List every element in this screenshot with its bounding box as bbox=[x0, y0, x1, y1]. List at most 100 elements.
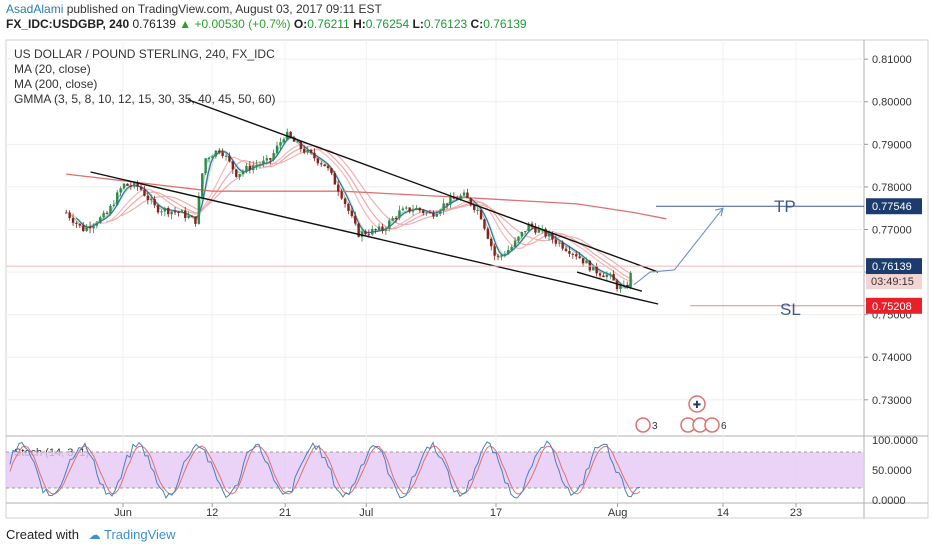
legend-gmma: GMMA (3, 5, 8, 10, 12, 15, 30, 35, 40, 4… bbox=[14, 92, 276, 106]
candle-body bbox=[442, 203, 445, 211]
candle-body bbox=[330, 168, 333, 174]
candle-body bbox=[177, 211, 180, 213]
candle-body bbox=[510, 246, 513, 250]
candle-body bbox=[235, 169, 238, 177]
candle-body bbox=[619, 285, 622, 290]
event-markers[interactable]: 3666✚ bbox=[635, 395, 727, 433]
author-link[interactable]: AsadAlami bbox=[6, 2, 64, 16]
candle-body bbox=[391, 217, 394, 221]
candle-body bbox=[598, 273, 602, 276]
candle-body bbox=[588, 260, 592, 271]
time-axis: Jun 12 21 Jul 17 Aug 14 23 bbox=[114, 503, 802, 519]
candle-body bbox=[401, 208, 405, 211]
candle-body bbox=[496, 255, 500, 257]
candle-body bbox=[150, 199, 153, 201]
legend-title: US DOLLAR / POUND STERLING, 240, FX_IDC bbox=[14, 47, 275, 61]
candle-body bbox=[534, 227, 537, 233]
candle-body bbox=[245, 165, 248, 172]
candle-body bbox=[605, 274, 609, 278]
candle-body bbox=[398, 210, 401, 218]
candle-body bbox=[173, 211, 177, 213]
candle-body bbox=[388, 220, 391, 229]
candle-body bbox=[360, 231, 364, 237]
event-marker-count: 3 bbox=[652, 421, 658, 432]
trendlines bbox=[90, 98, 659, 305]
candle-body bbox=[374, 229, 377, 231]
up-arrow-icon: ▲ bbox=[179, 17, 192, 31]
candle-body bbox=[92, 225, 95, 229]
candle-body bbox=[425, 212, 428, 214]
candle-body bbox=[248, 165, 252, 171]
current-price-label: 0.76139 bbox=[872, 261, 912, 273]
candle-body bbox=[221, 152, 224, 157]
stoch-tick-label: 0.0000 bbox=[872, 495, 906, 507]
time-tick-label: 17 bbox=[490, 507, 502, 519]
tp-label: TP bbox=[774, 197, 796, 216]
candle-body bbox=[180, 210, 184, 213]
candle-body bbox=[343, 198, 347, 204]
event-marker-flag-icon bbox=[704, 417, 720, 433]
candle-body bbox=[231, 161, 235, 170]
candle-body bbox=[204, 158, 207, 174]
candle-body bbox=[459, 195, 462, 200]
candle-body bbox=[306, 149, 309, 153]
high-value: 0.76254 bbox=[365, 17, 410, 31]
candle-body bbox=[99, 217, 102, 224]
candle-body bbox=[612, 273, 615, 281]
candle-body bbox=[282, 139, 286, 143]
candle-body bbox=[456, 198, 459, 200]
candle-body bbox=[156, 205, 160, 213]
candle-body bbox=[381, 226, 384, 231]
price-tick-label: 0.78000 bbox=[872, 182, 912, 194]
candle-body bbox=[585, 260, 588, 264]
candle-body bbox=[299, 141, 303, 149]
open-label: O: bbox=[293, 17, 308, 31]
low-label: L: bbox=[412, 17, 424, 31]
change-value: +0.00530 (+0.7%) bbox=[194, 17, 291, 31]
candle-body bbox=[122, 183, 126, 189]
candle-body bbox=[296, 141, 299, 143]
candle-body bbox=[500, 255, 503, 257]
candle-body bbox=[537, 229, 541, 233]
candle-body bbox=[524, 231, 527, 233]
candle-body bbox=[520, 231, 524, 237]
stochastic-pane bbox=[6, 440, 864, 499]
time-tick-label: Aug bbox=[608, 507, 628, 519]
candle-body bbox=[207, 158, 211, 160]
candle-body bbox=[320, 163, 323, 165]
candle-body bbox=[347, 203, 350, 211]
candle-body bbox=[615, 280, 619, 290]
candle-body bbox=[197, 196, 201, 224]
candle-body bbox=[408, 207, 411, 212]
candle-body bbox=[493, 246, 496, 256]
price-axis: 0.810000.800000.790000.780000.770000.760… bbox=[864, 54, 912, 407]
candle-body bbox=[449, 196, 452, 205]
candle-body bbox=[275, 145, 279, 153]
candle-body bbox=[139, 186, 143, 190]
projection-segment bbox=[633, 271, 651, 286]
footer: Created with ☁ TradingView bbox=[6, 527, 176, 542]
candle-body bbox=[95, 223, 99, 226]
candle-body bbox=[405, 207, 408, 209]
candle-body bbox=[326, 166, 330, 169]
low-value: 0.76123 bbox=[423, 17, 468, 31]
tradingview-brand[interactable]: TradingView bbox=[104, 527, 176, 542]
symbol-header: FX_IDC:USDGBP, 240 0.76139 ▲ +0.00530 (+… bbox=[6, 17, 527, 31]
candle-body bbox=[571, 253, 575, 255]
candle-body bbox=[68, 212, 71, 218]
candle-body bbox=[469, 198, 473, 206]
stoch-tick-label: 50.0000 bbox=[872, 465, 912, 477]
published-text: published on TradingView.com, August 03,… bbox=[66, 2, 382, 16]
candle-body bbox=[75, 222, 78, 224]
gmma-line bbox=[120, 149, 632, 274]
candle-body bbox=[354, 215, 357, 224]
candle-body bbox=[292, 137, 296, 142]
candle-body bbox=[218, 150, 221, 153]
candle-body bbox=[418, 207, 422, 211]
candle-body bbox=[415, 207, 418, 210]
candle-body bbox=[316, 158, 320, 164]
candle-body bbox=[367, 234, 371, 236]
candle-body bbox=[279, 142, 282, 146]
candle-body bbox=[626, 285, 629, 288]
